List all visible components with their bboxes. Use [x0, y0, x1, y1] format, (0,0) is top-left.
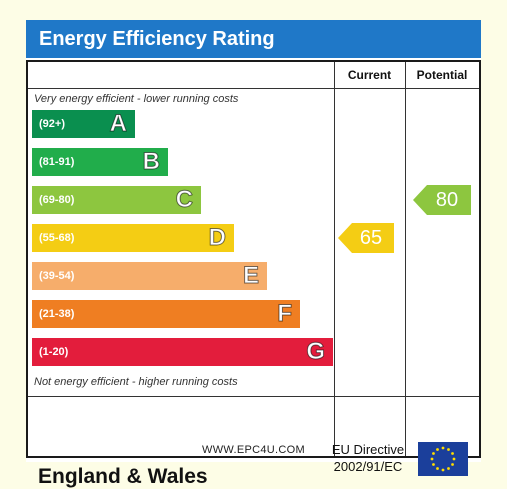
current-rating-arrow: 65	[338, 223, 394, 253]
band-a-letter: A	[109, 110, 127, 138]
band-g-range: (1-20)	[39, 346, 69, 358]
flag-star	[451, 463, 454, 466]
band-e: (39-54) E	[32, 262, 267, 290]
header-divider	[28, 88, 479, 89]
eu-directive-label: EU Directive 2002/91/EC	[323, 441, 413, 475]
current-column-header: Current	[347, 68, 392, 82]
potential-column-header: Potential	[416, 68, 468, 82]
band-c: (69-80) C	[32, 186, 201, 214]
band-g-letter: G	[306, 338, 326, 366]
band-c-letter: C	[175, 186, 193, 214]
footer-divider	[28, 396, 479, 397]
band-a-range: (92+)	[39, 118, 65, 130]
flag-star	[452, 457, 456, 461]
flag-star	[447, 467, 450, 470]
band-d-letter: D	[208, 224, 226, 252]
band-d: (55-68) D	[32, 224, 234, 252]
band-e-range: (39-54)	[39, 270, 75, 282]
flag-star	[432, 452, 435, 455]
band-f: (21-38) F	[32, 300, 300, 328]
band-b-range: (81-91)	[39, 156, 75, 168]
country-label: England & Wales	[38, 465, 208, 488]
epc-card: Energy Efficiency Rating Current Potenti…	[26, 20, 481, 488]
band-d-range: (55-68)	[39, 232, 75, 244]
chart-title: Energy Efficiency Rating	[26, 20, 481, 58]
potential-rating-arrow: 80	[413, 185, 471, 215]
band-f-letter: F	[277, 300, 293, 328]
band-g: (1-20) G	[32, 338, 333, 366]
flag-star	[441, 446, 445, 450]
flag-star	[436, 448, 439, 451]
band-b: (81-91) B	[32, 148, 168, 176]
eu-directive-line-2: 2002/91/EC	[333, 459, 403, 474]
website-label: WWW.EPC4U.COM	[202, 444, 305, 456]
band-f-range: (21-38)	[39, 308, 75, 320]
flag-star	[430, 457, 434, 461]
caption-bottom: Not energy efficient - higher running co…	[34, 376, 238, 388]
band-c-range: (69-80)	[39, 194, 75, 206]
flag-star	[441, 468, 445, 472]
band-b-letter: B	[142, 148, 160, 176]
band-e-letter: E	[242, 262, 259, 290]
rating-grid: Current Potential Very energy efficient …	[26, 60, 481, 488]
flag-star	[436, 467, 439, 470]
flag-star	[451, 452, 454, 455]
caption-top: Very energy efficient - lower running co…	[34, 93, 239, 105]
potential-column-divider	[405, 62, 406, 456]
eu-directive-line-1: EU Directive	[331, 442, 405, 457]
flag-star	[432, 463, 435, 466]
eu-flag-icon	[418, 442, 468, 476]
current-column-divider	[334, 62, 335, 456]
band-a: (92+) A	[32, 110, 135, 138]
flag-star	[447, 448, 450, 451]
